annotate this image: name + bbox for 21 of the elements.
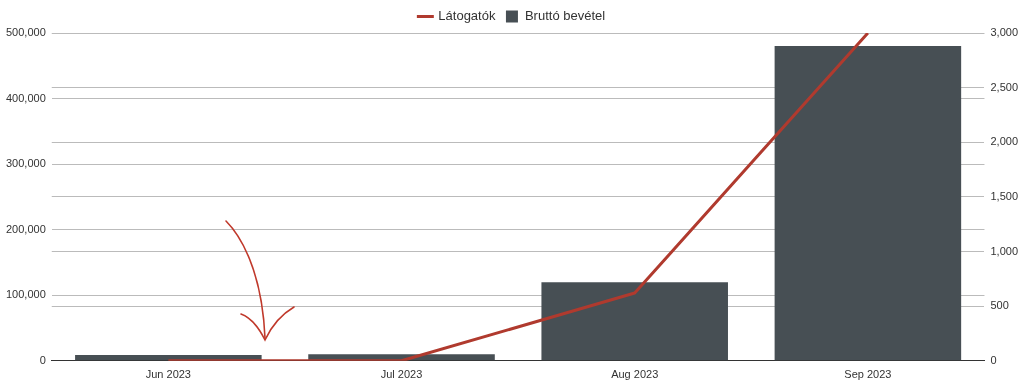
legend-label: Bruttó bevétel — [524, 8, 606, 24]
y-tick-label: 0 — [39, 353, 46, 366]
bar — [774, 46, 962, 361]
y-tick-label: 400,000 — [6, 91, 46, 104]
x-tick-label: Aug 2023 — [611, 368, 659, 381]
y-tick-label: 200,000 — [6, 222, 46, 235]
bar — [541, 282, 728, 361]
legend-label: Látogatók — [438, 8, 496, 24]
y2-tick-label: 2,000 — [990, 135, 1018, 148]
y-tick-label: 100,000 — [6, 288, 46, 301]
x-tick-label: Jun 2023 — [145, 368, 191, 381]
y2-tick-label: 500 — [990, 299, 1009, 312]
y2-tick-label: 1,500 — [990, 189, 1018, 202]
y2-tick-label: 0 — [990, 353, 997, 366]
y2-tick-label: 1,000 — [990, 244, 1018, 257]
x-tick-label: Sep 2023 — [844, 368, 892, 381]
y-tick-label: 500,000 — [6, 26, 46, 39]
x-tick-label: Jul 2023 — [380, 368, 423, 381]
y2-tick-label: 2,500 — [990, 80, 1018, 93]
y-tick-label: 300,000 — [6, 157, 46, 170]
y2-tick-label: 3,000 — [990, 26, 1018, 39]
